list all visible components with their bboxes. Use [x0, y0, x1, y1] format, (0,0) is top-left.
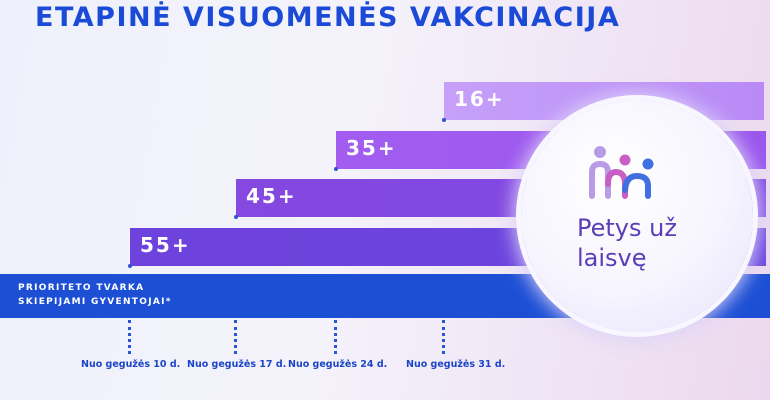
logo-line-1: Petys už	[577, 214, 677, 242]
date-label-2: Nuo gegužės 17 d.	[187, 359, 287, 370]
priority-subtitle: SKIEPIJAMI GYVENTOJAI*	[18, 297, 172, 307]
date-label-1: Nuo gegužės 10 d.	[81, 359, 181, 370]
date-connector-1	[128, 320, 131, 354]
date-connector-3	[334, 320, 337, 354]
bar-tick-16	[442, 118, 446, 122]
date-label-4: Nuo gegužės 31 d.	[406, 359, 506, 370]
priority-title: PRIORITETO TVARKA	[18, 283, 145, 293]
age-label-55: 55+	[140, 233, 191, 257]
logo-wordmark: Petys už laisvę	[577, 213, 737, 273]
three-people-icon	[589, 146, 654, 199]
date-connector-2	[234, 320, 237, 354]
bar-tick-55	[128, 264, 132, 268]
age-label-45: 45+	[246, 184, 297, 208]
date-label-3: Nuo gegužės 24 d.	[288, 359, 388, 370]
logo-badge: Petys už laisvę	[521, 100, 753, 332]
date-connector-4	[442, 320, 445, 354]
age-label-16: 16+	[454, 87, 505, 111]
age-label-35: 35+	[346, 136, 397, 160]
bar-tick-35	[334, 167, 338, 171]
logo-line-2: laisvę	[577, 244, 647, 272]
bar-tick-45	[234, 215, 238, 219]
page-title: ETAPINĖ VISUOMENĖS VAKCINACIJA	[35, 2, 621, 33]
